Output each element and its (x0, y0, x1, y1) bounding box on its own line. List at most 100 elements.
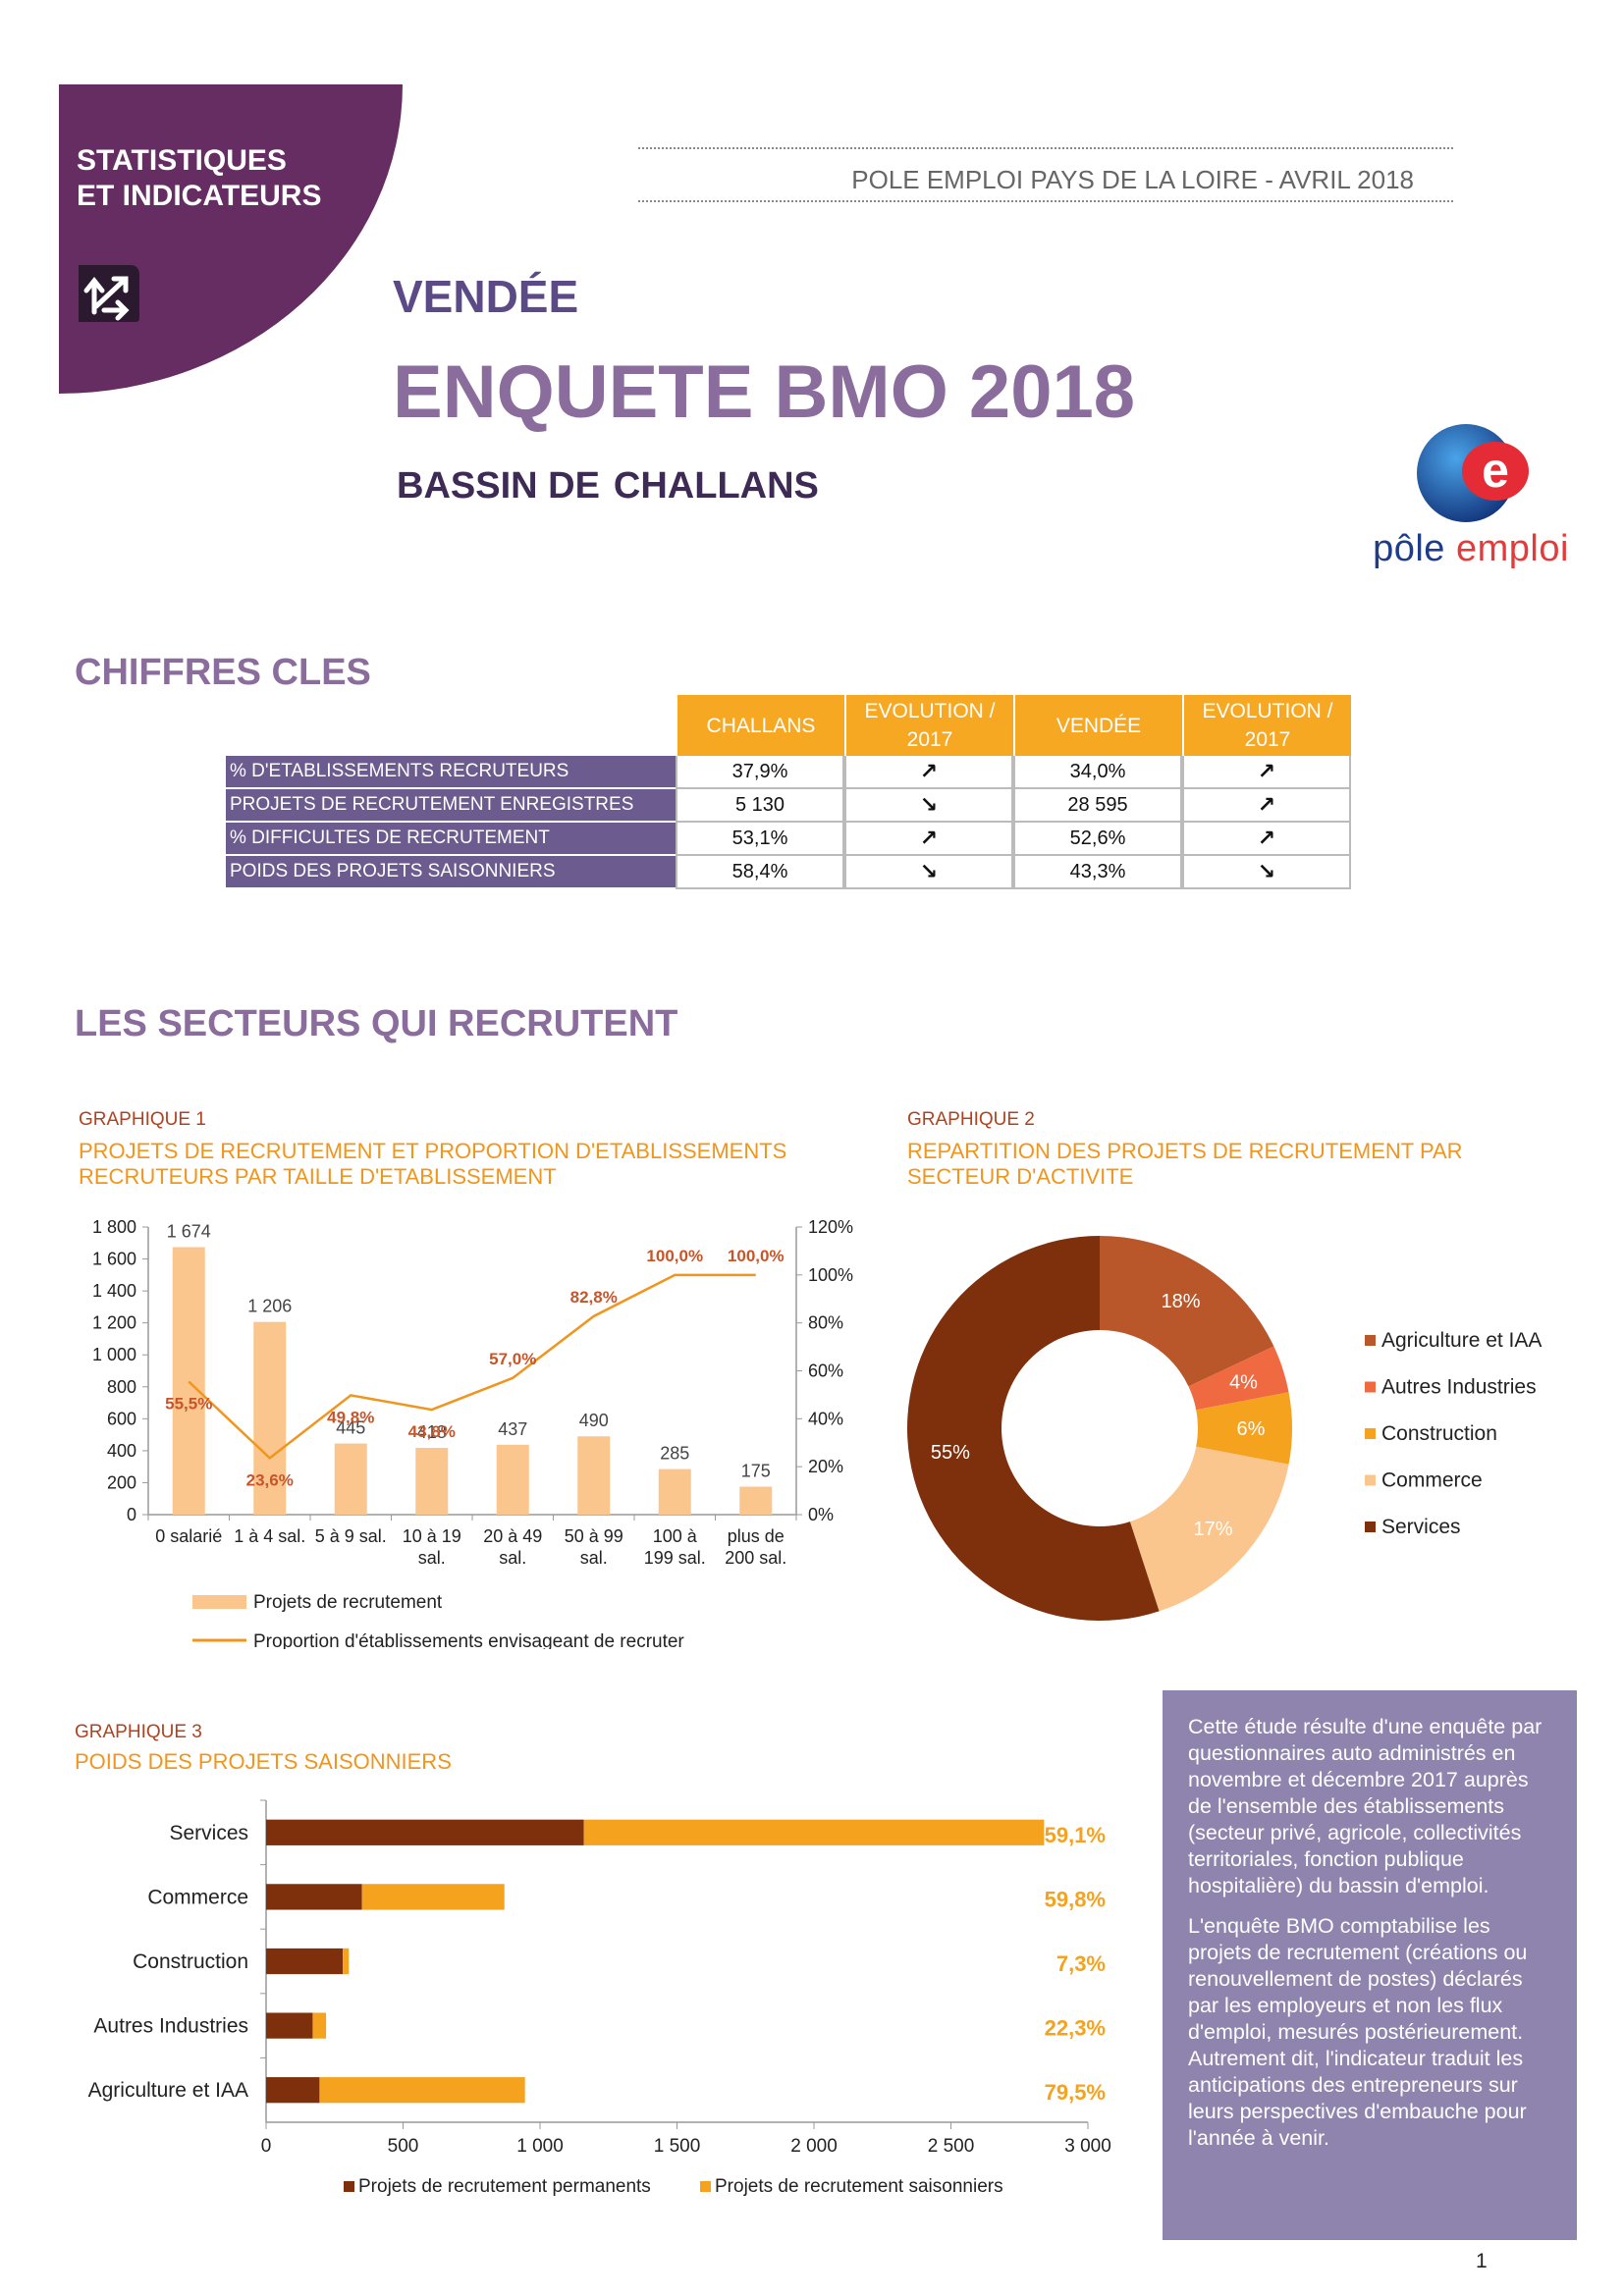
bar (658, 1468, 691, 1515)
x-tick-label: 1 000 (516, 2136, 564, 2157)
graph1-title: PROJETS DE RECRUTEMENT ET PROPORTION D'E… (79, 1139, 786, 1190)
bassin-name: CHALLANS (613, 465, 819, 507)
category-label: 199 sal. (644, 1548, 706, 1568)
graph1-combo-chart: 0 200 400 600 800 1 000 1 200 1 400 1 600 1 800 0%… (92, 1217, 853, 1649)
value-vendee: 28 595 (1013, 789, 1182, 823)
key-figures-title: CHIFFRES CLES (75, 652, 371, 693)
header-evolution-challans: EVOLUTION / 2017 (844, 695, 1013, 756)
legend-label: Autres Industries (1381, 1376, 1537, 1399)
trend-arrow-icon: ↘ (1182, 856, 1351, 889)
slice-label: 55% (931, 1442, 970, 1464)
header-vendee: VENDÉE (1013, 695, 1182, 756)
legend-label-line: Proportion d'établissements envisageant … (253, 1631, 684, 1649)
corner-banner: STATISTIQUES ET INDICATEURS (59, 84, 403, 394)
slice-label: 6% (1237, 1418, 1266, 1440)
donut-slice (1196, 1392, 1292, 1465)
trend-arrow-icon: ↗ (1182, 789, 1351, 823)
category-label: Construction (133, 1950, 248, 1973)
x-tick-label: 1 500 (654, 2136, 701, 2157)
left-tick-label: 200 (107, 1472, 136, 1492)
bar-value-label: 1 674 (167, 1222, 211, 1242)
header-divider-top (638, 147, 1453, 149)
trend-arrow-icon: ↘ (844, 789, 1013, 823)
logo-word-emploi: emploi (1455, 528, 1569, 569)
bar-segment (312, 2012, 327, 2039)
right-tick-label: 20% (808, 1457, 843, 1476)
bar-value-label: 437 (498, 1419, 527, 1439)
right-tick-label: 40% (808, 1409, 843, 1428)
bassin-label: BASSIN DE (397, 465, 600, 507)
legend-label: Agriculture et IAA (1381, 1329, 1542, 1352)
graph1-title-line2: RECRUTEURS PAR TAILLE D'ETABLISSEMENT (79, 1164, 557, 1189)
empty-header-cell (226, 695, 676, 756)
legend-swatch (1365, 1335, 1376, 1346)
right-tick-label: 120% (808, 1217, 853, 1237)
row-label: % D'ETABLISSEMENTS RECRUTEURS (226, 756, 676, 789)
x-tick-label: 3 000 (1064, 2136, 1111, 2157)
legend-swatch-permanent (344, 2181, 354, 2192)
category-label: 50 à 99 (565, 1526, 623, 1546)
slice-label: 17% (1194, 1519, 1233, 1540)
sectors-title: LES SECTEURS QUI RECRUTENT (75, 1003, 678, 1044)
bar-segment (583, 1819, 1045, 1845)
graph3-tag: GRAPHIQUE 3 (75, 1722, 202, 1742)
bar-value-label: 1 206 (247, 1297, 292, 1316)
legend-swatch (1365, 1522, 1376, 1532)
graph3-stacked-bar-chart: 0 500 1 000 1 500 2 000 2 500 3 000 Services 59,… (88, 1799, 1111, 2197)
legend-label-permanent: Projets de recrutement permanents (358, 2176, 651, 2197)
bar-segment (266, 1819, 584, 1845)
right-tick-label: 0% (808, 1505, 834, 1524)
bar (334, 1443, 367, 1515)
table-row: % DIFFICULTES DE RECRUTEMENT 53,1% ↗ 52,… (226, 823, 1351, 856)
bar-segment (266, 2077, 320, 2104)
right-tick-label: 100% (808, 1265, 853, 1285)
line-value-label: 55,5% (165, 1394, 212, 1413)
category-label: 100 à (653, 1526, 698, 1546)
swap-arrows-icon (79, 265, 139, 322)
right-tick-label: 80% (808, 1313, 843, 1333)
line-value-label: 49,8% (327, 1408, 374, 1426)
category-label: Autres Industries (93, 2015, 248, 2038)
graph1-title-line1: PROJETS DE RECRUTEMENT ET PROPORTION D'E… (79, 1139, 787, 1163)
left-tick-label: 400 (107, 1441, 136, 1461)
corner-title-line1: STATISTIQUES (77, 144, 287, 177)
category-label: sal. (580, 1548, 608, 1568)
info-paragraph-2: L'enquête BMO comptabilise les projets d… (1188, 1914, 1528, 2150)
category-label: sal. (418, 1548, 446, 1568)
category-label: 10 à 19 (403, 1526, 461, 1546)
donut-slice (906, 1236, 1160, 1621)
donut-slice (1188, 1346, 1289, 1411)
share-label: 22,3% (1045, 2016, 1106, 2041)
left-tick-label: 1 600 (92, 1250, 136, 1269)
bar-segment (343, 1948, 350, 1975)
left-tick-label: 1 400 (92, 1281, 136, 1301)
header-evolution-line1: EVOLUTION / (864, 700, 996, 722)
bar-segment (266, 1884, 362, 1910)
graph3-title: POIDS DES PROJETS SAISONNIERS (75, 1749, 452, 1774)
category-label: sal. (499, 1548, 526, 1568)
bar-segment (361, 1884, 505, 1910)
corner-title-line2: ET INDICATEURS (77, 180, 322, 212)
line-value-label: 57,0% (489, 1350, 536, 1368)
trend-arrow-icon: ↗ (1182, 823, 1351, 856)
legend-label: Services (1381, 1516, 1461, 1538)
bar (172, 1247, 205, 1515)
row-label: POIDS DES PROJETS SAISONNIERS (226, 856, 676, 889)
header-evolution-line2: 2017 (1244, 728, 1291, 751)
value-vendee: 34,0% (1013, 756, 1182, 789)
legend-label-bars: Projets de recrutement (253, 1592, 443, 1613)
value-challans: 37,9% (676, 756, 844, 789)
bar (415, 1447, 449, 1515)
share-label: 59,1% (1045, 1823, 1106, 1847)
x-tick-label: 2 500 (928, 2136, 975, 2157)
header-source: POLE EMPLOI PAYS DE LA LOIRE - AVRIL 201… (851, 165, 1414, 194)
legend-label-seasonal: Projets de recrutement saisonniers (715, 2176, 1003, 2197)
trend-arrow-icon: ↘ (844, 856, 1013, 889)
value-challans: 5 130 (676, 789, 844, 823)
bar-segment (266, 2012, 313, 2039)
category-label: Commerce (147, 1886, 248, 1908)
department-title: VENDÉE (393, 271, 579, 322)
category-label: 5 à 9 sal. (315, 1526, 387, 1546)
row-label: % DIFFICULTES DE RECRUTEMENT (226, 823, 676, 856)
value-vendee: 52,6% (1013, 823, 1182, 856)
